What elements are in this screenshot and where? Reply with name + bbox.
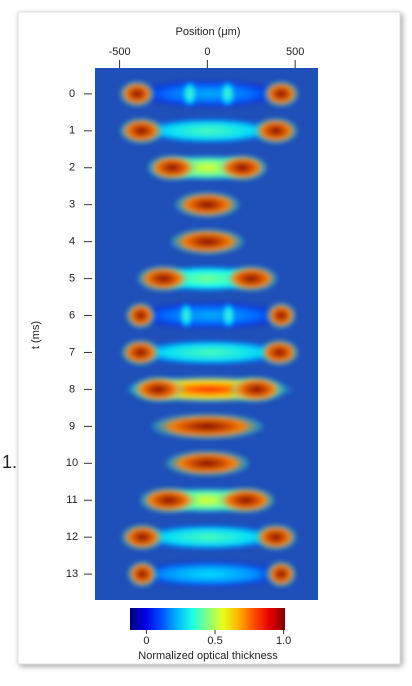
density-blob (127, 561, 157, 587)
density-blob (264, 81, 299, 107)
density-blob (121, 524, 163, 550)
density-blob (137, 266, 190, 292)
colorbar-label: Normalized optical thickness (138, 650, 278, 662)
x-axis-label: Position (μm) (175, 26, 240, 38)
y-tick-label: 3 (69, 199, 75, 211)
colorbar-tick-label: 0.5 (207, 635, 222, 647)
density-blob (254, 118, 298, 144)
x-tick-label: 0 (204, 46, 210, 58)
density-blob (120, 81, 155, 107)
density-blob (221, 303, 235, 329)
density-blob (179, 303, 193, 329)
density-blob (230, 376, 283, 402)
y-tick-label: 2 (69, 162, 75, 174)
density-blob (132, 376, 185, 402)
density-blob (137, 81, 281, 107)
y-tick-label: 5 (69, 272, 75, 284)
density-blob (121, 339, 160, 365)
x-tick-label: -500 (109, 46, 131, 58)
density-blob (151, 413, 263, 439)
colorbar (130, 608, 285, 630)
y-tick-label: 0 (69, 88, 75, 100)
density-blob (126, 303, 156, 329)
density-blob (175, 192, 240, 218)
density-blob (266, 561, 296, 587)
density-blob (135, 303, 286, 329)
density-blob (182, 81, 198, 107)
y-tick-label: 9 (69, 420, 75, 432)
y-tick-label: 11 (66, 494, 77, 506)
density-blob (120, 118, 164, 144)
density-blob (220, 81, 236, 107)
y-tick-label: 4 (69, 236, 75, 248)
y-tick-label: 8 (69, 383, 75, 395)
density-blob (217, 487, 275, 513)
density-blob (171, 229, 245, 255)
colorbar-tick-label: 1.0 (276, 635, 291, 647)
x-tick-label: 500 (286, 46, 304, 58)
colorbar-tick-label: 0 (143, 635, 149, 647)
density-blob (218, 155, 267, 181)
y-axis-label: t (ms) (30, 321, 42, 349)
density-blob (140, 487, 198, 513)
density-blob (260, 339, 299, 365)
density-blob (148, 155, 197, 181)
density-blob (266, 303, 296, 329)
y-tick-label: 7 (69, 346, 75, 358)
plot-background (95, 68, 318, 600)
density-blob (165, 450, 249, 476)
text-fragment: 1. (2, 452, 17, 472)
density-blob (225, 266, 278, 292)
y-tick-label: 10 (66, 457, 78, 469)
density-blob (255, 524, 297, 550)
y-tick-label: 13 (66, 568, 78, 580)
y-tick-label: 6 (69, 309, 75, 321)
figure: 1. Position (μm) t (ms) Normalized optic… (0, 0, 412, 681)
y-tick-label: 12 (66, 531, 78, 543)
y-tick-label: 1 (69, 125, 75, 137)
